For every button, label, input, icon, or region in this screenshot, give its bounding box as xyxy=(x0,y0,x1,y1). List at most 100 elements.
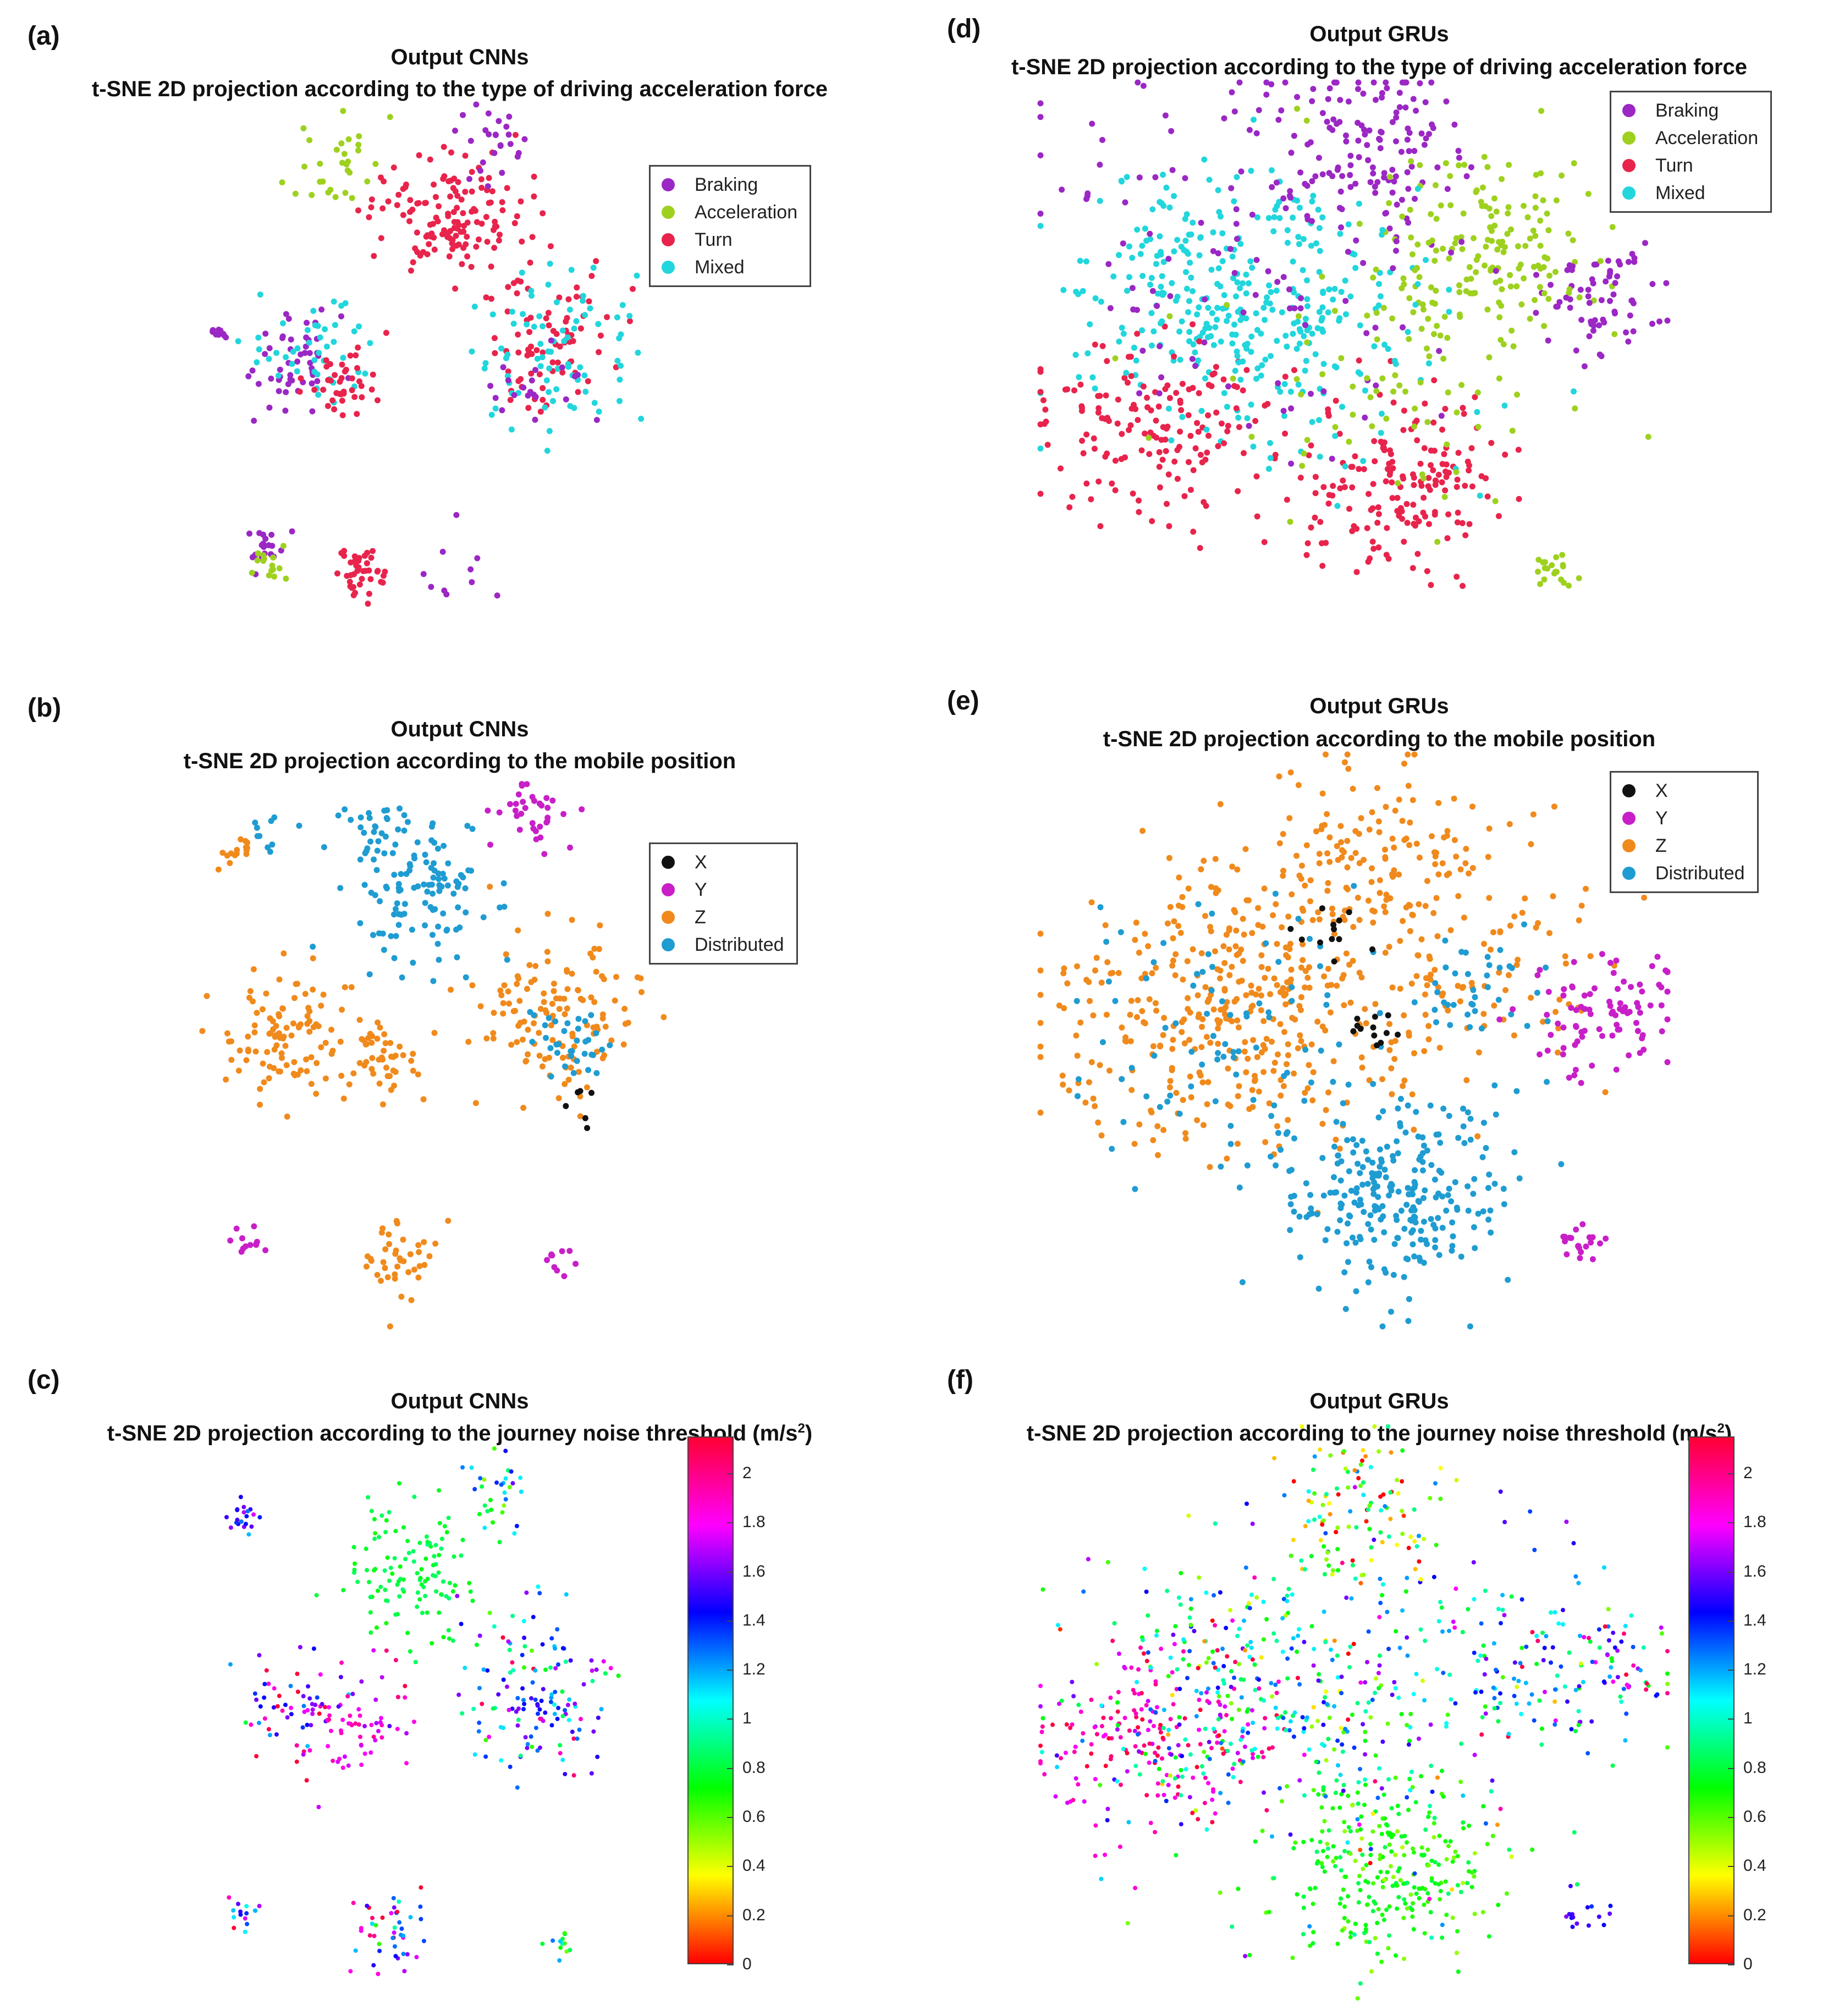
point-y xyxy=(567,844,573,851)
point-distributed xyxy=(1446,1186,1452,1192)
point-turn xyxy=(410,259,416,266)
data-point xyxy=(1276,1679,1281,1684)
point-mixed xyxy=(626,313,633,319)
point-turn xyxy=(1389,479,1395,486)
point-braking xyxy=(1553,304,1560,310)
point-turn xyxy=(1043,418,1049,425)
point-z xyxy=(1142,930,1148,937)
point-z xyxy=(561,1011,568,1017)
point-distributed xyxy=(1388,1308,1394,1315)
data-point xyxy=(507,1485,512,1490)
point-z xyxy=(1300,957,1306,963)
data-point xyxy=(1355,1701,1360,1705)
data-point xyxy=(1180,1754,1185,1759)
data-point xyxy=(523,1735,528,1740)
point-z xyxy=(384,1073,391,1079)
point-y xyxy=(1599,1033,1605,1039)
point-mixed xyxy=(1297,328,1304,335)
point-acceleration xyxy=(1559,552,1566,558)
point-x xyxy=(1336,917,1342,924)
point-z xyxy=(1236,1083,1242,1089)
legend-item: Y xyxy=(1622,805,1745,832)
data-point xyxy=(1409,1908,1414,1912)
data-point xyxy=(295,1671,300,1676)
point-distributed xyxy=(1422,1237,1429,1243)
point-distributed xyxy=(428,823,435,830)
point-turn xyxy=(453,233,459,239)
data-point xyxy=(528,1734,533,1739)
point-turn xyxy=(354,411,360,417)
data-point xyxy=(1199,1764,1204,1769)
point-z xyxy=(1164,920,1171,927)
point-z xyxy=(264,1049,271,1055)
colorbar-tick-label: 0.4 xyxy=(742,1857,766,1875)
point-z xyxy=(416,1249,422,1255)
data-point xyxy=(392,1930,397,1935)
point-acceleration xyxy=(1402,388,1408,395)
point-z xyxy=(1344,838,1351,844)
data-point xyxy=(556,1662,560,1667)
point-turn xyxy=(320,387,327,393)
data-point xyxy=(1377,1824,1382,1828)
point-turn xyxy=(1453,484,1460,490)
data-point xyxy=(540,1941,545,1946)
data-point xyxy=(1461,1826,1466,1831)
point-z xyxy=(622,1021,629,1027)
point-turn xyxy=(574,284,580,291)
point-acceleration xyxy=(1431,257,1438,264)
point-turn xyxy=(1202,456,1209,463)
data-point xyxy=(543,1710,548,1715)
point-x xyxy=(1385,1012,1391,1018)
point-braking xyxy=(1390,265,1396,272)
point-z xyxy=(1416,901,1422,907)
point-z xyxy=(555,1095,562,1101)
data-point xyxy=(376,1588,380,1593)
data-point xyxy=(397,1920,402,1925)
point-acceleration xyxy=(1488,213,1495,219)
point-braking xyxy=(1198,219,1204,226)
legend-label: X xyxy=(695,851,707,873)
point-z xyxy=(1583,885,1589,892)
data-point xyxy=(1346,1793,1351,1798)
point-z xyxy=(1550,893,1556,900)
point-turn xyxy=(565,296,572,302)
point-distributed xyxy=(434,845,441,852)
data-point xyxy=(385,1555,390,1560)
point-mixed xyxy=(1137,251,1144,257)
point-z xyxy=(1185,885,1192,892)
data-point xyxy=(1509,1854,1514,1859)
point-z xyxy=(415,1071,421,1078)
point-acceleration xyxy=(1398,285,1405,291)
point-mixed xyxy=(1378,410,1385,417)
point-mixed xyxy=(1334,503,1341,509)
point-mixed xyxy=(498,345,505,352)
data-point xyxy=(558,1945,563,1950)
data-point xyxy=(415,1604,420,1609)
point-distributed xyxy=(310,944,316,950)
data-point xyxy=(404,1761,409,1766)
data-point xyxy=(1342,1916,1347,1920)
point-mixed xyxy=(340,355,346,361)
data-point xyxy=(298,1645,302,1650)
point-distributed xyxy=(407,863,414,869)
point-distributed xyxy=(422,922,428,929)
point-mixed xyxy=(1412,301,1419,308)
point-mixed xyxy=(317,334,323,341)
point-mixed xyxy=(1219,230,1226,236)
point-braking xyxy=(1316,155,1322,161)
data-point xyxy=(596,1715,601,1720)
data-point xyxy=(1361,1866,1366,1871)
legend-label: Distributed xyxy=(1655,862,1745,884)
data-point xyxy=(510,1660,515,1665)
data-point xyxy=(1225,1749,1230,1754)
data-point xyxy=(1458,1890,1463,1894)
point-z xyxy=(1203,1034,1210,1040)
data-point xyxy=(1313,1886,1318,1891)
point-z xyxy=(228,1038,234,1045)
point-distributed xyxy=(1501,1201,1507,1208)
point-z xyxy=(588,994,594,1001)
data-point xyxy=(1161,1707,1166,1712)
data-point xyxy=(257,1653,262,1657)
point-distributed xyxy=(552,1018,559,1024)
point-z xyxy=(525,1051,531,1057)
